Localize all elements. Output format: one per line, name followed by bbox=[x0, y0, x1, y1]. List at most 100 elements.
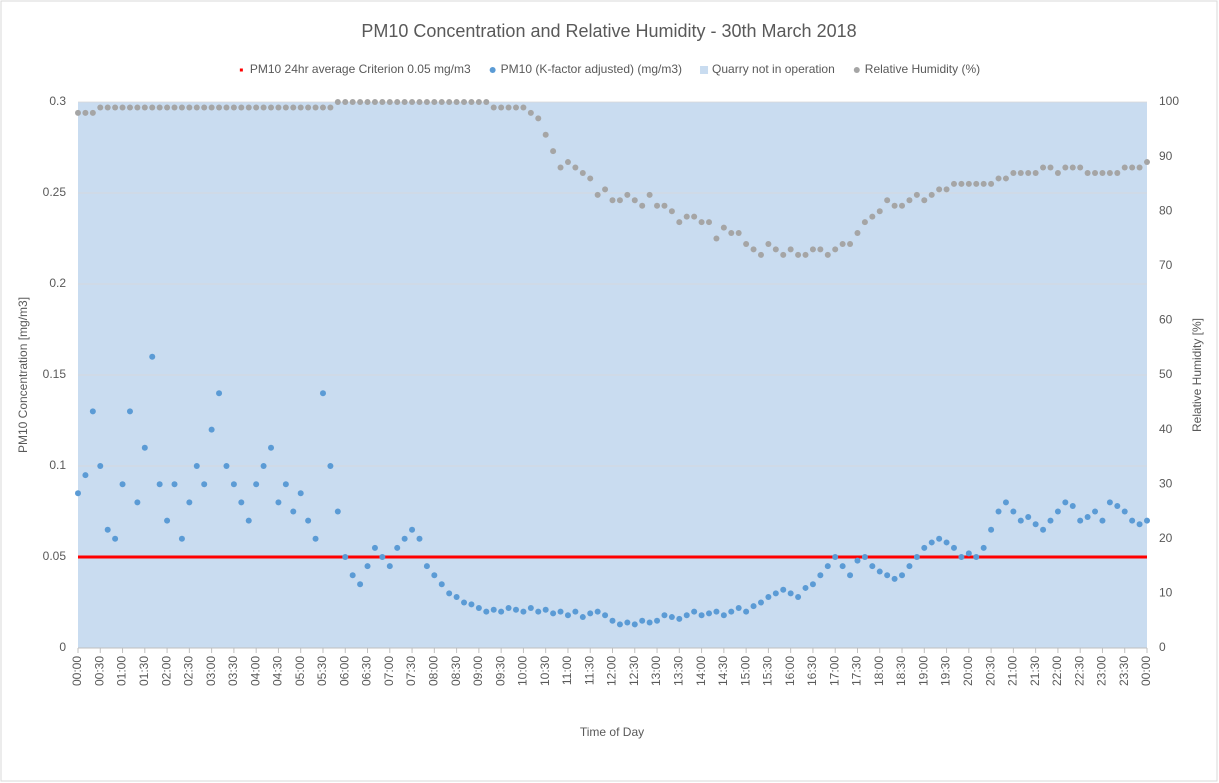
point bbox=[691, 608, 698, 615]
legend-label: PM10 (K-factor adjusted) (mg/m3) bbox=[501, 62, 682, 76]
point bbox=[579, 169, 586, 176]
point bbox=[921, 544, 928, 551]
point bbox=[112, 104, 119, 111]
point bbox=[861, 554, 868, 560]
point bbox=[616, 197, 623, 204]
point bbox=[1121, 164, 1128, 171]
point bbox=[743, 240, 750, 247]
point bbox=[824, 251, 831, 258]
point bbox=[1025, 513, 1032, 520]
point bbox=[319, 390, 326, 397]
point bbox=[319, 104, 326, 111]
point bbox=[1040, 164, 1047, 171]
y2-tick-label: 90 bbox=[1159, 149, 1173, 163]
point bbox=[97, 104, 104, 111]
legend-item: PM10 24hr average Criterion 0.05 mg/m3 bbox=[239, 62, 471, 76]
point bbox=[817, 246, 824, 253]
point bbox=[1084, 169, 1091, 176]
x-tick-label: 09:30 bbox=[493, 656, 507, 686]
point bbox=[869, 563, 876, 570]
x-tick-label: 21:00 bbox=[1006, 656, 1020, 686]
y-tick-label: 0.05 bbox=[43, 549, 67, 563]
y2-tick-label: 20 bbox=[1159, 531, 1173, 545]
point bbox=[683, 612, 690, 619]
point bbox=[691, 213, 698, 220]
point bbox=[201, 481, 208, 488]
point bbox=[884, 572, 891, 579]
point bbox=[594, 608, 601, 615]
chart-title: PM10 Concentration and Relative Humidity… bbox=[361, 21, 856, 41]
legend-item: Relative Humidity (%) bbox=[853, 62, 980, 76]
x-tick-label: 16:00 bbox=[783, 656, 797, 686]
point bbox=[542, 131, 549, 138]
x-tick-label: 13:00 bbox=[649, 656, 663, 686]
point bbox=[535, 608, 542, 615]
point bbox=[706, 610, 713, 617]
point bbox=[1010, 169, 1017, 176]
x-tick-label: 02:00 bbox=[159, 656, 173, 686]
point bbox=[446, 99, 453, 105]
point bbox=[379, 99, 386, 105]
point bbox=[134, 104, 141, 111]
point bbox=[312, 535, 319, 542]
point bbox=[431, 572, 438, 579]
point bbox=[1121, 508, 1128, 515]
point bbox=[520, 608, 527, 615]
x-tick-label: 03:30 bbox=[226, 656, 240, 686]
point bbox=[394, 544, 401, 551]
legend-label: Relative Humidity (%) bbox=[865, 62, 980, 76]
y-tick-label: 0.3 bbox=[49, 94, 66, 108]
point bbox=[312, 104, 319, 111]
point bbox=[89, 109, 96, 116]
point bbox=[1032, 521, 1039, 528]
point bbox=[223, 104, 230, 111]
point bbox=[282, 104, 289, 111]
x-tick-label: 17:30 bbox=[850, 656, 864, 686]
x-tick-label: 06:00 bbox=[337, 656, 351, 686]
point bbox=[238, 499, 245, 506]
point bbox=[357, 99, 364, 105]
point bbox=[913, 191, 920, 198]
x-tick-label: 11:30 bbox=[582, 656, 596, 685]
point bbox=[141, 444, 148, 451]
point bbox=[1114, 503, 1121, 510]
point bbox=[82, 109, 89, 116]
point bbox=[594, 191, 601, 198]
point bbox=[186, 104, 193, 111]
point bbox=[802, 251, 809, 258]
y2-tick-label: 70 bbox=[1159, 258, 1173, 272]
point bbox=[1069, 503, 1076, 510]
point bbox=[1092, 169, 1099, 176]
point bbox=[245, 104, 252, 111]
x-tick-label: 12:30 bbox=[627, 656, 641, 686]
x-tick-label: 08:00 bbox=[427, 656, 441, 686]
y2-tick-label: 0 bbox=[1159, 640, 1166, 654]
point bbox=[461, 99, 468, 105]
point bbox=[409, 526, 416, 533]
point bbox=[238, 104, 245, 111]
point bbox=[386, 563, 393, 570]
point bbox=[104, 526, 111, 533]
point bbox=[720, 224, 727, 231]
point bbox=[624, 191, 631, 198]
point bbox=[884, 197, 891, 204]
y2-tick-label: 50 bbox=[1159, 367, 1173, 381]
point bbox=[602, 186, 609, 193]
point bbox=[149, 104, 156, 111]
plot-area bbox=[75, 99, 1150, 653]
y-tick-label: 0.25 bbox=[43, 185, 67, 199]
point bbox=[416, 99, 423, 105]
point bbox=[156, 481, 163, 488]
x-tick-label: 13:30 bbox=[671, 656, 685, 686]
x-tick-label: 01:00 bbox=[115, 656, 129, 686]
point bbox=[349, 99, 356, 105]
point bbox=[126, 408, 133, 415]
x-tick-label: 00:00 bbox=[70, 656, 84, 686]
point bbox=[1144, 159, 1150, 166]
point bbox=[936, 535, 943, 542]
point bbox=[216, 104, 223, 111]
x-tick-label: 15:30 bbox=[761, 656, 775, 686]
point bbox=[1144, 517, 1150, 524]
legend-marker bbox=[853, 67, 860, 73]
point bbox=[735, 604, 742, 611]
